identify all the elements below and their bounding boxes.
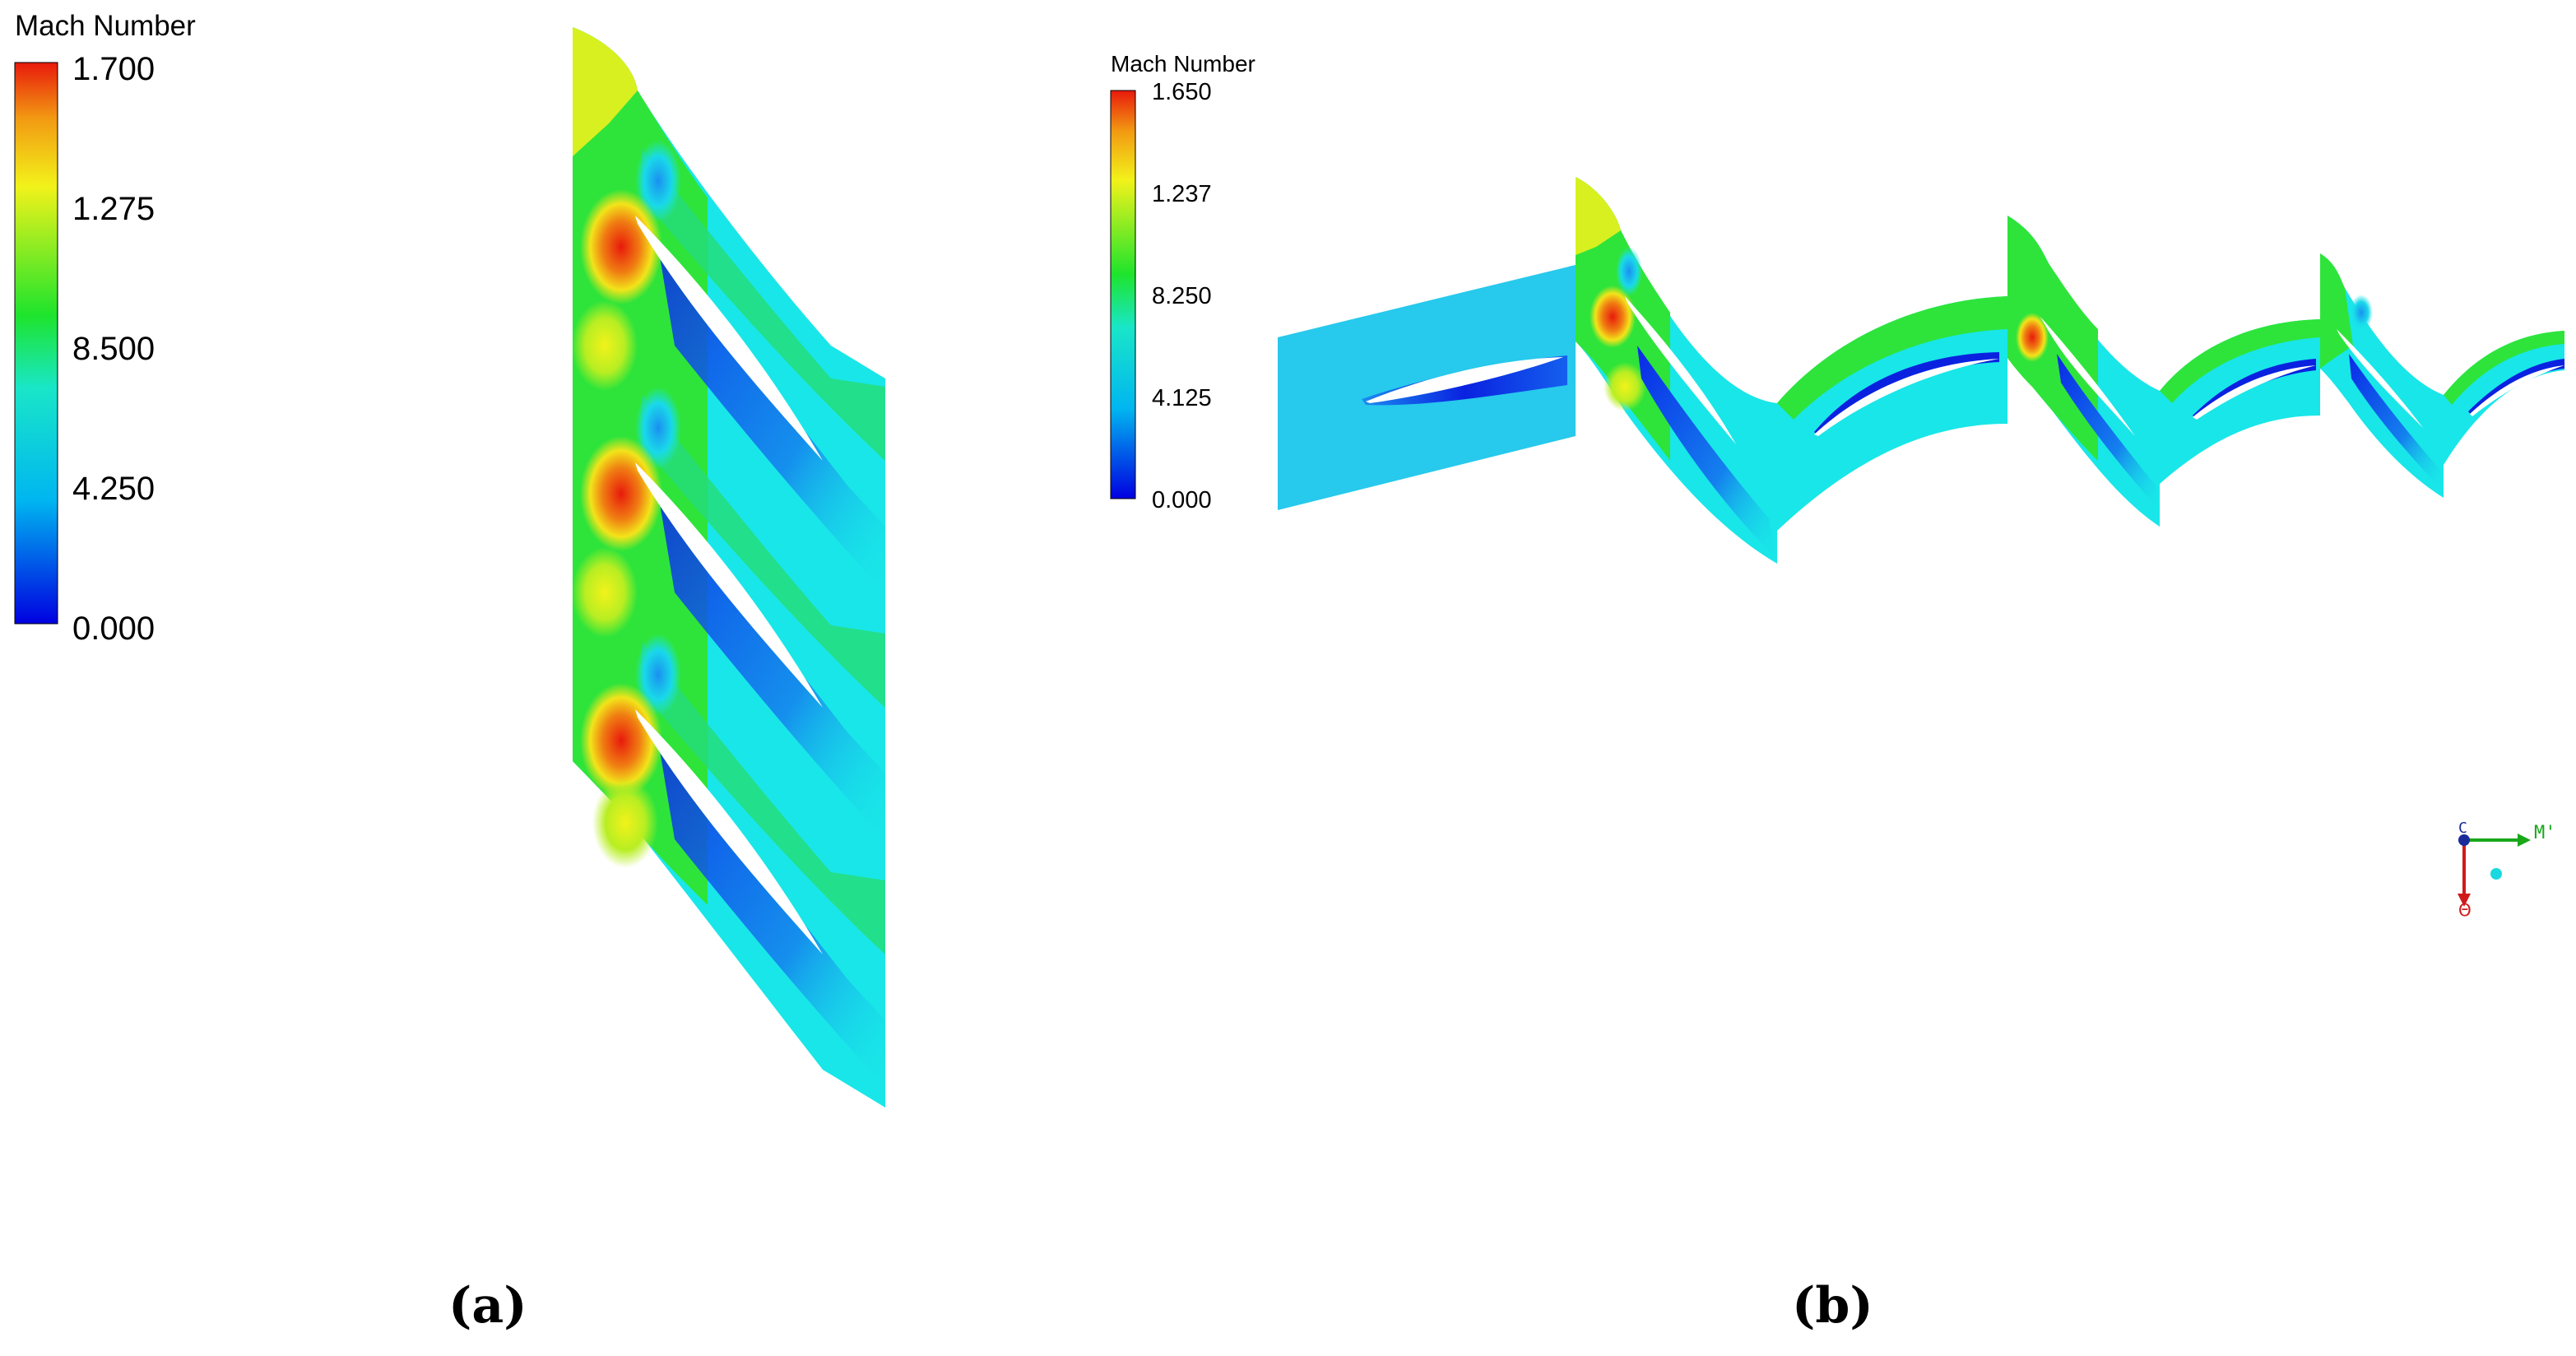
rotor2-blade: [2040, 317, 2135, 436]
cool-spot-2: [635, 387, 681, 469]
blade-a-3: [635, 709, 823, 954]
triad-x-arrow: [2518, 834, 2531, 847]
legend-b-tick: 4.125: [1152, 385, 1212, 411]
legend-b-tick: 8.250: [1152, 283, 1212, 309]
hot-spot-1: [580, 189, 662, 304]
streak-1: [642, 148, 885, 461]
rotor1-top: [1576, 177, 1621, 255]
legend-b-tick: 1.650: [1152, 79, 1212, 105]
warm-spot-3: [592, 778, 658, 868]
stage-3-stator: [2444, 331, 2564, 465]
caption-a: (a): [448, 1277, 527, 1335]
triad-origin-label: C: [2458, 820, 2467, 837]
triad-view-dot: [2490, 868, 2502, 880]
warm-spot-1: [572, 300, 638, 391]
blade-a-2: [635, 462, 823, 708]
caption-b: (b): [1792, 1277, 1873, 1335]
legend-a-tick: 0.000: [72, 611, 155, 647]
stage-1-stator: [1777, 296, 2007, 531]
rotor3-wake: [2349, 354, 2442, 490]
stage-2-stator: [2160, 319, 2320, 484]
legend-a-tick: 1.275: [72, 191, 155, 227]
stator3-domain: [2444, 331, 2564, 465]
axis-triad: [2458, 834, 2531, 907]
rotor1-blade: [1625, 296, 1736, 444]
warm-spot-2: [572, 547, 638, 638]
rotor3-cool: [2350, 295, 2373, 331]
legend-b-tick: 0.000: [1152, 487, 1212, 513]
rotor1-warm: [1604, 362, 1646, 411]
inlet-top-a: [573, 27, 638, 156]
stator2-blade: [2193, 365, 2316, 420]
rotor1-wake: [1637, 346, 1777, 560]
cool-spot-1: [635, 140, 681, 222]
legend-a-tick: 4.250: [72, 471, 155, 507]
stage-1-rotor: [1576, 177, 1777, 564]
legend-a-tick: 1.700: [72, 51, 155, 87]
hot-spot-2: [580, 436, 662, 551]
rotor1-cool: [1616, 247, 1642, 296]
colorbar-a: [14, 62, 58, 625]
stage-igv: [1278, 265, 1576, 510]
stage-2-rotor: [2007, 216, 2160, 527]
stator1-top: [1777, 296, 2007, 420]
rotor2-hot: [2016, 313, 2049, 362]
rotor3-blade: [2337, 329, 2423, 428]
igv-blade: [1366, 357, 1563, 403]
legend-b-title: Mach Number: [1111, 51, 1256, 77]
rotor1-hot: [1590, 286, 1636, 348]
legend-b-tick: 1.237: [1152, 181, 1212, 207]
colorbar-b: [1110, 90, 1136, 499]
cascade-a: [572, 27, 885, 1108]
triad-y-arrow: [2458, 894, 2471, 907]
cool-spot-3: [635, 634, 681, 716]
streak-3: [642, 642, 885, 954]
stage-3-rotor: [2320, 253, 2444, 498]
rotor2-wake: [2057, 354, 2160, 510]
stator2-top: [2160, 319, 2320, 403]
legend-a-title: Mach Number: [15, 10, 196, 42]
triad-y-label: Θ: [2458, 900, 2472, 920]
stator3-top: [2444, 331, 2564, 405]
legend-a-tick: 8.500: [72, 331, 155, 367]
blade-a-1: [635, 216, 823, 461]
triad-x-label: M': [2534, 823, 2556, 843]
hot-spot-3: [580, 683, 662, 798]
triad-origin: [2458, 834, 2470, 846]
panel-a: [14, 27, 885, 1108]
panel-b: [1110, 90, 2564, 907]
streak-2: [642, 395, 885, 708]
